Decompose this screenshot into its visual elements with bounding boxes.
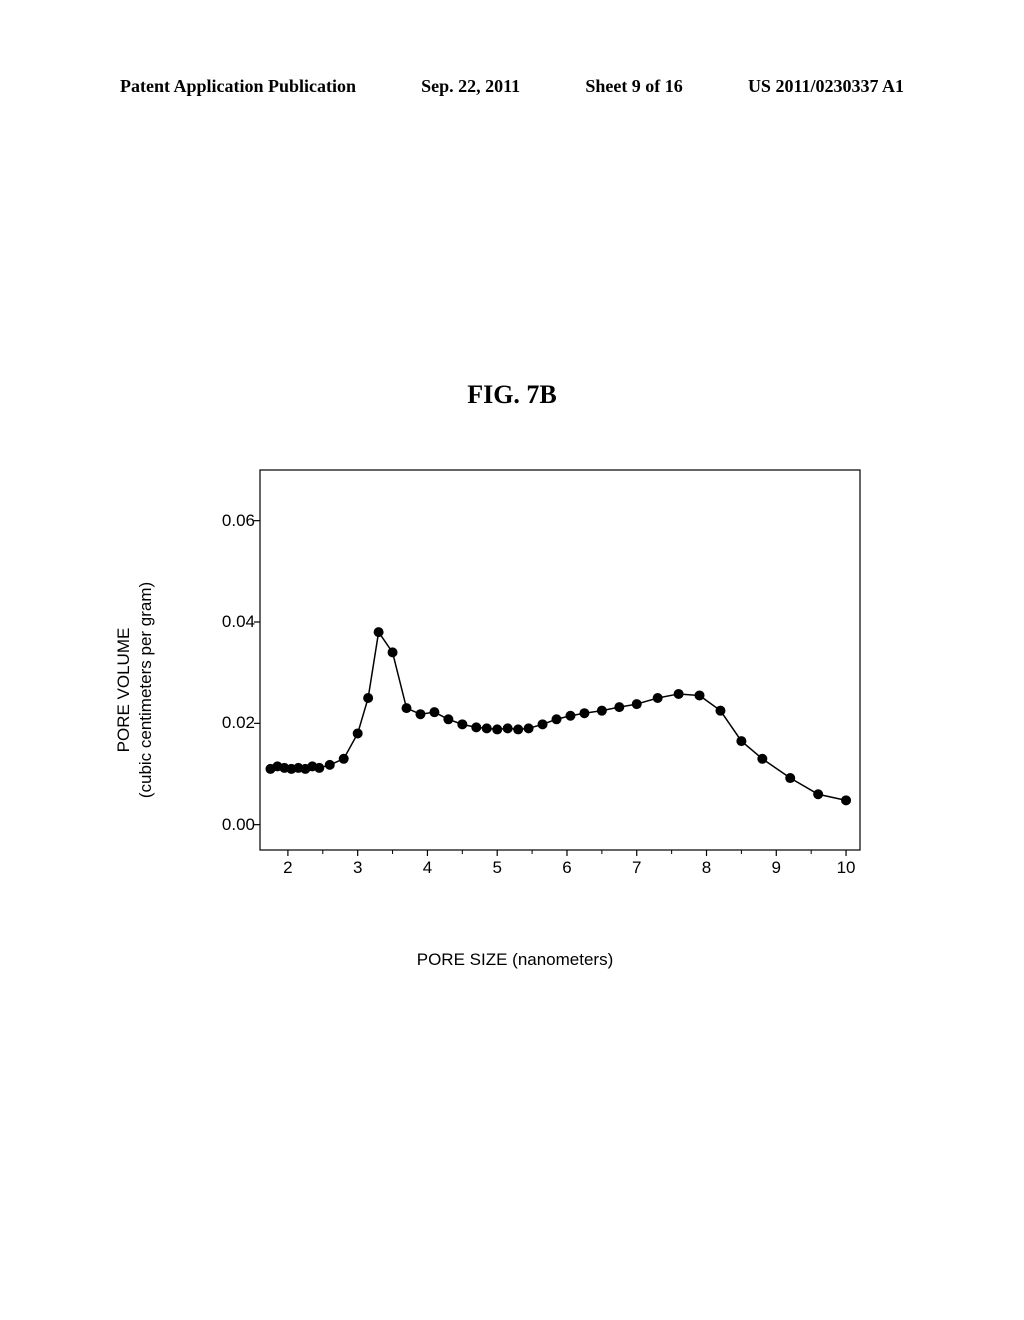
y-tick-label: 0.00 <box>222 815 255 835</box>
x-tick-label: 8 <box>702 858 711 878</box>
pore-volume-chart: PORE VOLUME (cubic centimeters per gram)… <box>165 460 865 920</box>
x-tick-label: 4 <box>423 858 432 878</box>
x-tick-label: 9 <box>772 858 781 878</box>
figure-title: FIG. 7B <box>0 380 1024 410</box>
y-tick-label: 0.06 <box>222 511 255 531</box>
x-tick-label: 3 <box>353 858 362 878</box>
plot-area <box>260 470 860 850</box>
header-left: Patent Application Publication <box>120 76 356 97</box>
x-tick-label: 6 <box>562 858 571 878</box>
x-tick-label: 5 <box>492 858 501 878</box>
header-right: US 2011/0230337 A1 <box>748 76 904 97</box>
header-sheet: Sheet 9 of 16 <box>585 76 683 97</box>
page-header: Patent Application Publication Sep. 22, … <box>0 76 1024 97</box>
y-tick-label: 0.04 <box>222 612 255 632</box>
x-tick-label: 10 <box>837 858 856 878</box>
x-axis-label: PORE SIZE (nanometers) <box>417 950 614 970</box>
y-tick-label: 0.02 <box>222 713 255 733</box>
chart-svg <box>260 470 860 850</box>
header-center: Sep. 22, 2011 <box>421 76 520 97</box>
x-tick-label: 7 <box>632 858 641 878</box>
y-axis-label: PORE VOLUME (cubic centimeters per gram) <box>113 582 157 798</box>
x-tick-label: 2 <box>283 858 292 878</box>
